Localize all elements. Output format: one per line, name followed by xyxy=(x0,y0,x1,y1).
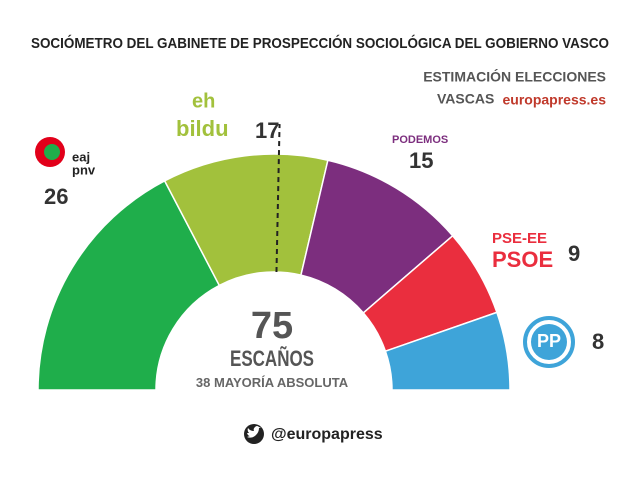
legend-label: eaj xyxy=(72,149,90,164)
value-label: 8 xyxy=(592,329,604,354)
value-label: 15 xyxy=(409,148,433,173)
subtitle: VASCAS xyxy=(437,91,494,107)
legend-label: PSOE xyxy=(492,247,553,272)
chart-title: SOCIÓMETRO DEL GABINETE DE PROSPECCIÓN S… xyxy=(31,34,609,52)
value-label: 9 xyxy=(568,241,580,266)
value-label: 26 xyxy=(44,184,68,209)
total-label: ESCAÑOS xyxy=(230,346,314,371)
subtitle: ESTIMACIÓN ELECCIONES xyxy=(423,68,606,85)
source: europapress.es xyxy=(503,92,607,108)
majority-value: 38 xyxy=(196,375,210,390)
twitter-bird xyxy=(247,426,261,438)
total: 75 xyxy=(251,305,293,347)
party-logo xyxy=(44,144,60,160)
majority-label: MAYORÍA ABSOLUTA xyxy=(214,375,349,390)
legend-label: PSE-EE xyxy=(492,230,547,247)
seat-segment xyxy=(37,179,221,391)
handle-group: @europapress xyxy=(244,424,383,444)
legend-label: PODEMOS xyxy=(392,134,448,146)
party-logo xyxy=(531,324,567,360)
legend-label: PP xyxy=(537,331,561,351)
legend-label: pnv xyxy=(72,162,96,177)
legend-label: bildu xyxy=(176,116,229,141)
legend-label: eh xyxy=(192,90,215,112)
value-label: 17 xyxy=(255,118,279,143)
majority-line xyxy=(275,124,281,273)
seat-segment xyxy=(384,311,511,391)
majority-text: 38 MAYORÍA ABSOLUTA xyxy=(196,375,349,390)
handle: @europapress xyxy=(271,426,383,443)
